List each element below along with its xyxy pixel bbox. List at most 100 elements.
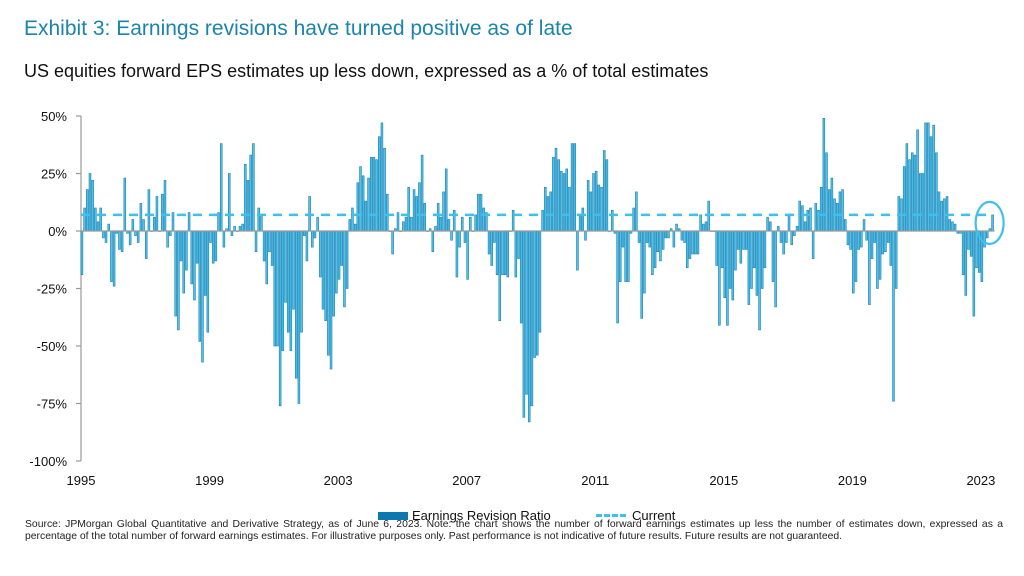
bar [377,136,381,232]
bar [270,230,274,266]
bar [118,230,121,250]
x-tick-label: 2023 [966,473,995,488]
bar [744,230,748,250]
bar [557,159,560,232]
bar [846,230,850,246]
bar [985,230,989,239]
bar [209,230,212,243]
bar [252,143,255,232]
bar [619,230,622,282]
bar [311,230,314,248]
bar [163,180,167,232]
bar [972,230,976,317]
bar [908,159,911,232]
bar [600,187,603,232]
bar [720,230,724,269]
bar [691,230,694,255]
bar [286,230,290,333]
bar [517,230,520,259]
bar [434,226,437,232]
bar [632,207,635,232]
bar [731,230,735,301]
bar [637,230,641,243]
bar [134,230,137,236]
bar [179,230,183,262]
bar [624,230,627,282]
bar [319,230,322,278]
bar [420,154,424,232]
bar [345,230,349,289]
y-tick-label: -75% [37,397,68,412]
bar [771,230,775,282]
x-tick-label: 2011 [581,473,609,488]
bar [493,230,496,243]
chart-title: Exhibit 3: Earnings revisions have turne… [24,17,573,40]
bar [819,187,823,232]
bar [99,207,102,232]
bar [763,230,767,269]
bar [758,230,761,331]
source-note: Source: JPMorgan Global Quantitative and… [25,519,1003,542]
bar [560,170,563,232]
bar [519,230,523,324]
bar [838,191,842,232]
bar [305,230,309,262]
bar [611,210,614,232]
bar [862,219,866,232]
bar [876,230,879,289]
bar [96,221,100,232]
bar [541,210,544,232]
bar [353,223,357,232]
bar [120,230,124,253]
bar [372,157,376,232]
bar [549,191,552,232]
bar [760,230,764,289]
legend-label: Current [632,508,676,523]
bar [198,230,202,342]
bar [661,230,665,250]
bar [672,230,676,248]
y-tick-label: 25% [41,167,67,182]
x-tick-label: 2003 [324,473,353,488]
y-tick-label: -50% [37,339,68,354]
bar [482,207,485,232]
bar [570,143,574,232]
bar [910,152,914,232]
bar [522,230,526,418]
legend-item-earnings-revision-ratio: Earnings Revision Ratio [378,508,551,523]
bar [431,230,435,253]
bar [736,230,740,250]
bar [436,203,440,232]
bar [785,230,788,243]
bar [203,230,207,296]
legend-item-current: Current [596,508,675,523]
bar [961,230,965,276]
bar [498,230,502,321]
bar [803,221,807,232]
bar [477,193,480,232]
bar [750,230,753,289]
bar [211,230,215,264]
bar [878,230,882,280]
legend-label: Earnings Revision Ratio [412,508,551,523]
bar [755,230,759,296]
bar [190,230,194,285]
bar [948,219,951,232]
bar [835,203,839,232]
bar [991,214,994,232]
bar [929,136,933,232]
bar [88,173,92,232]
bar [919,173,922,232]
bar [576,230,579,271]
bar [131,219,135,232]
bar [201,230,204,363]
bar [688,230,692,259]
bar [514,230,518,278]
bar [359,166,362,232]
bar [214,230,218,262]
bar [321,230,325,310]
bar [648,230,652,248]
bar [185,230,188,271]
bar [852,230,855,294]
bar [533,230,536,358]
